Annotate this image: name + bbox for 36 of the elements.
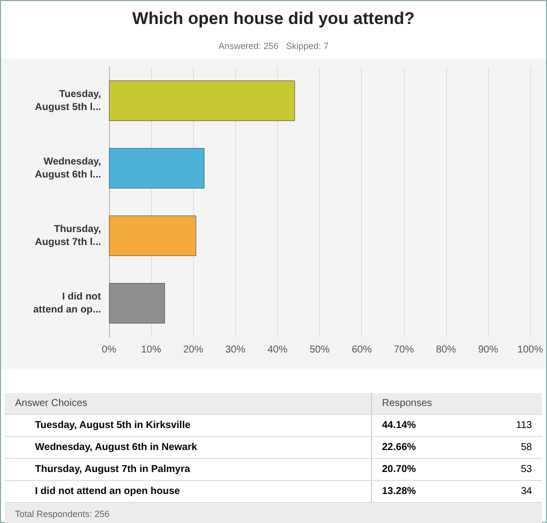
text: Wednesday, August 6th in Newark [5, 436, 372, 458]
x-tick-label: 100% [517, 344, 544, 356]
x-tick-label: 20% [183, 344, 204, 356]
chart-title: Which open house did you attend? [131, 9, 416, 29]
bar [109, 283, 165, 324]
text: 44.14% [372, 414, 482, 436]
bar [109, 216, 196, 256]
text: Tuesday, August 5th in Kirksville [5, 414, 372, 436]
y-tick-label: Tuesday, August 5th l... [34, 88, 102, 113]
bar [109, 148, 204, 188]
text: 22.66% [372, 436, 482, 458]
x-tick-label: 40% [267, 344, 288, 356]
x-tick-label: 60% [352, 344, 372, 356]
bar [109, 80, 295, 121]
chart-subtitle: Answered: 256 Skipped: 7 [217, 41, 330, 51]
text: 20.70% [372, 458, 482, 480]
text: 34 [482, 480, 542, 502]
y-tick-label: I did not attend an op... [33, 291, 102, 316]
x-tick-label: 90% [478, 344, 498, 356]
x-tick-label: 50% [310, 344, 330, 356]
y-tick-label: Thursday, August 7th l... [34, 224, 102, 248]
text: Responses [372, 393, 542, 414]
text: 113 [482, 414, 542, 436]
x-tick-label: 30% [225, 344, 246, 356]
text: I did not attend an open house [5, 480, 372, 502]
text: Answer Choices [5, 393, 372, 414]
x-tick-label: 10% [141, 344, 162, 356]
x-tick-label: 70% [394, 344, 414, 356]
x-tick-label: 0% [102, 344, 116, 356]
y-tick-label: Wednesday, August 6th l... [34, 156, 102, 180]
text: 53 [482, 458, 542, 480]
text: Total Respondents: 256 [5, 502, 542, 523]
text: 13.28% [372, 480, 482, 502]
text: 58 [482, 436, 542, 458]
text: Thursday, August 7th in Palmyra [5, 458, 372, 480]
x-tick-label: 80% [436, 344, 456, 356]
